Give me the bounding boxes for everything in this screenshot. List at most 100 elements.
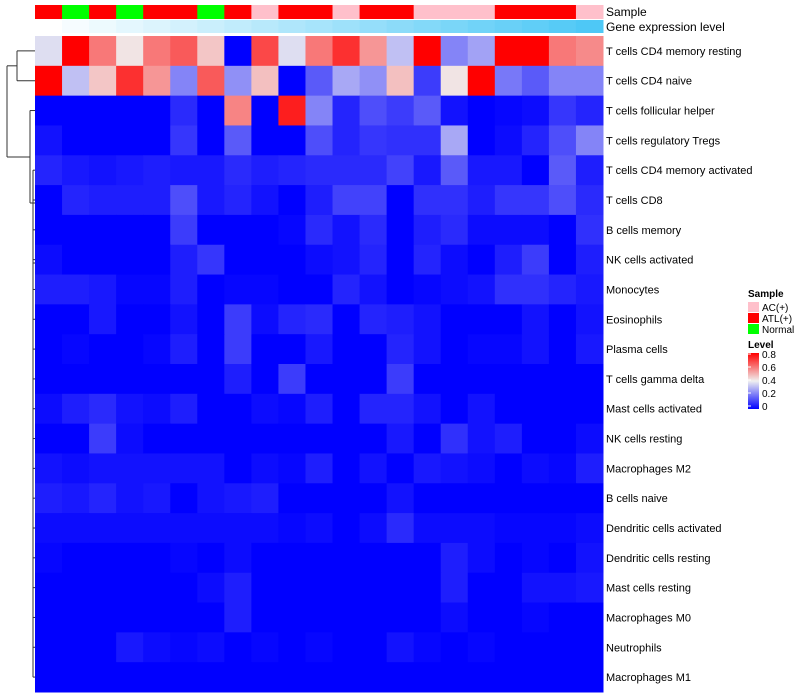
heatmap-cell [494, 393, 523, 425]
heatmap-cell [413, 214, 442, 246]
heatmap-cell [575, 423, 604, 454]
heatmap-cell [575, 155, 604, 186]
heatmap-cell [386, 244, 415, 276]
heatmap-cell [278, 125, 306, 156]
heatmap-cell [35, 483, 63, 514]
heatmap-cell [332, 304, 361, 335]
heatmap-cell [332, 244, 361, 276]
heatmap-cell [575, 513, 604, 544]
heatmap-cell [89, 423, 117, 454]
heatmap-cell [143, 632, 171, 663]
heatmap-cell [386, 214, 415, 246]
heatmap-cell [575, 95, 604, 126]
heatmap-cell [89, 632, 117, 663]
heatmap-cell [467, 662, 496, 693]
heatmap-cell [548, 662, 577, 693]
heatmap-cell [467, 155, 496, 186]
heatmap-cell [62, 632, 90, 663]
heatmap-cell [440, 244, 469, 276]
heatmap-cell [548, 155, 577, 186]
heatmap-cell [548, 483, 577, 514]
heatmap-cell [359, 125, 388, 156]
heatmap-cell [548, 364, 577, 395]
heatmap-cell [332, 214, 361, 246]
heatmap-cell [575, 572, 604, 604]
heatmap-cell [224, 453, 252, 484]
heatmap-cell [278, 364, 306, 395]
heatmap-cell [143, 214, 171, 246]
heatmap-cell [278, 423, 306, 454]
heatmap-cell [386, 632, 415, 663]
heatmap-cell [35, 602, 63, 633]
heatmap-cell [386, 602, 415, 633]
heatmap-cell [332, 185, 361, 216]
heatmap-cell [305, 36, 334, 67]
gene-annotation-cell [116, 20, 144, 33]
heatmap-cell [332, 453, 361, 484]
heatmap-cell [548, 572, 577, 604]
heatmap-cell [440, 393, 469, 425]
heatmap-cell [143, 572, 171, 604]
heatmap-cell [305, 65, 334, 97]
gene-annotation-cell [548, 20, 577, 33]
heatmap-cell [251, 483, 279, 514]
heatmap-cell [359, 393, 388, 425]
heatmap-cell [440, 125, 469, 156]
heatmap-cell [386, 95, 415, 126]
heatmap-cell [548, 214, 577, 246]
heatmap-cell [62, 453, 90, 484]
row-label: Macrophages M1 [606, 672, 691, 684]
heatmap-cell [116, 125, 144, 156]
sample-annotation-cell [278, 5, 306, 19]
heatmap-cell [224, 364, 252, 395]
heatmap-cell [278, 453, 306, 484]
heatmap-cell [35, 185, 63, 216]
heatmap-cell [332, 95, 361, 126]
heatmap-cell [494, 513, 523, 544]
heatmap-cell [521, 36, 550, 67]
gene-annotation-label: Gene expression level [606, 20, 725, 34]
sample-annotation-cell [89, 5, 117, 19]
heatmap-cell [62, 542, 90, 574]
heatmap-cell [467, 304, 496, 335]
heatmap-cell [521, 155, 550, 186]
heatmap-cell [197, 36, 225, 67]
heatmap-cell [62, 125, 90, 156]
heatmap-cell [548, 244, 577, 276]
heatmap-cell [197, 214, 225, 246]
legend-level-tick: 0.8 [762, 350, 776, 361]
heatmap-cell [143, 274, 171, 305]
heatmap-cell [548, 95, 577, 126]
heatmap-cell [440, 513, 469, 544]
heatmap-cell [467, 572, 496, 604]
heatmap-cell [332, 155, 361, 186]
heatmap-cell [251, 632, 279, 663]
heatmap-cell [440, 304, 469, 335]
heatmap-cell [143, 185, 171, 216]
heatmap-cell [467, 364, 496, 395]
heatmap-cell [197, 304, 225, 335]
heatmap-cell [251, 65, 279, 97]
heatmap-cell [575, 304, 604, 335]
row-label: Macrophages M0 [606, 612, 691, 624]
heatmap-cell [35, 453, 63, 484]
heatmap-cell [521, 602, 550, 633]
heatmap-cell [575, 364, 604, 395]
heatmap-cell [548, 125, 577, 156]
heatmap-cell [332, 65, 361, 97]
heatmap-cell [170, 483, 198, 514]
heatmap-cell [197, 662, 225, 693]
legend-sample-title: Sample [748, 289, 784, 300]
heatmap-cell [278, 274, 306, 305]
row-label: Eosinophils [606, 314, 663, 326]
heatmap-cell [467, 453, 496, 484]
heatmap-cell [143, 423, 171, 454]
heatmap-cell [224, 602, 252, 633]
legend: Sample AC(+)ATL(+)Normal Level 0.8 0.6 0.4… [748, 289, 794, 413]
heatmap-cell [170, 513, 198, 544]
heatmap-cell [278, 602, 306, 633]
heatmap-cell [467, 65, 496, 97]
heatmap-cell [116, 483, 144, 514]
heatmap-cell [359, 662, 388, 693]
